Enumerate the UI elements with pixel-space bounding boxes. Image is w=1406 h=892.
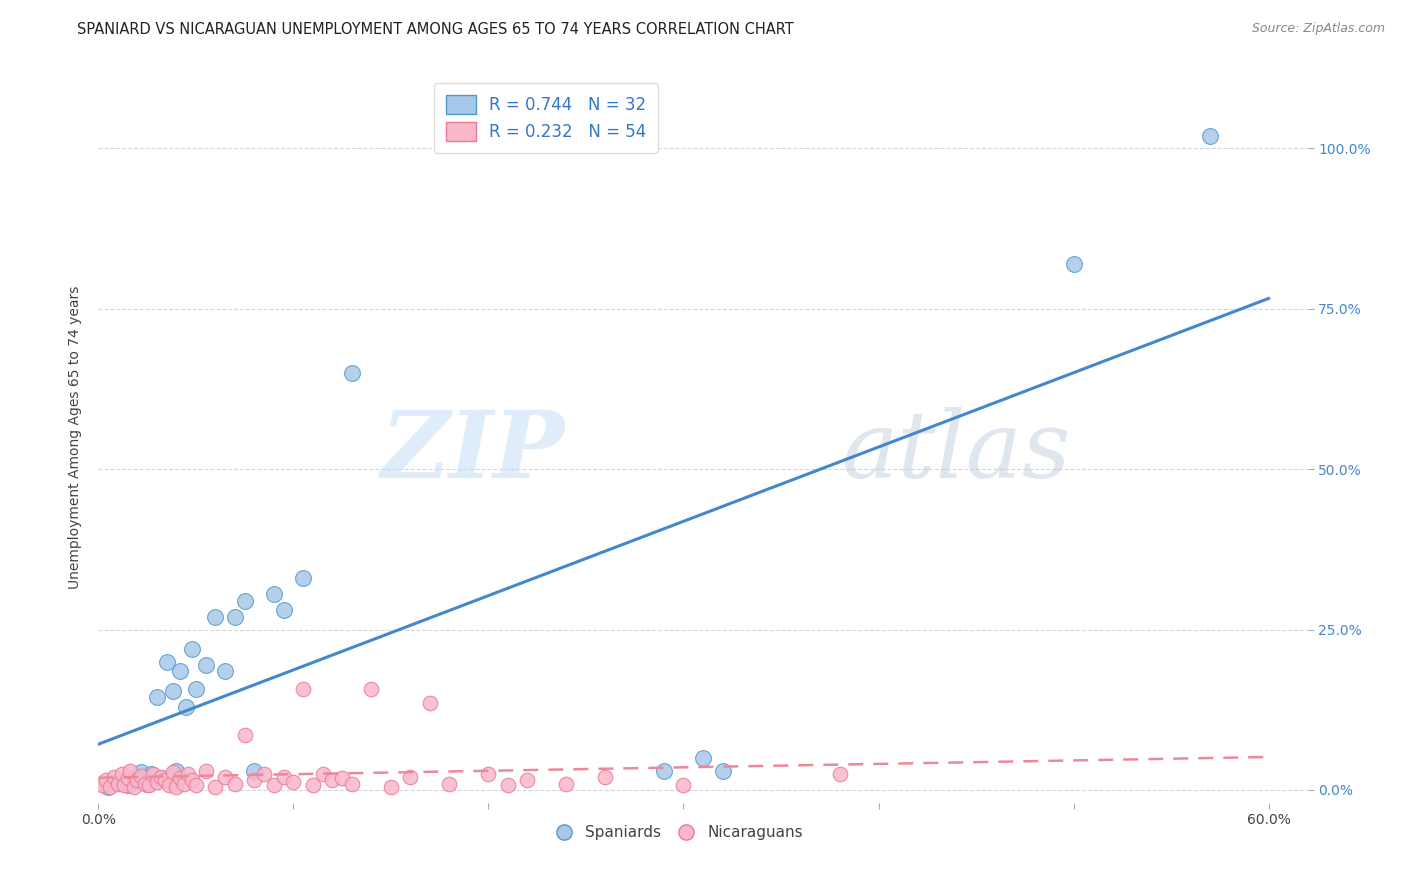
Point — [340, 366, 363, 380]
Point — [1063, 257, 1085, 271]
Point — [91, 778, 114, 792]
Point — [181, 773, 204, 788]
Point — [142, 767, 165, 781]
Point — [122, 773, 145, 788]
Point — [107, 776, 129, 790]
Point — [292, 681, 315, 696]
Point — [134, 776, 156, 790]
Point — [312, 767, 335, 781]
Point — [555, 776, 578, 790]
Point — [139, 767, 162, 781]
Point — [194, 764, 217, 778]
Text: SPANIARD VS NICARAGUAN UNEMPLOYMENT AMONG AGES 65 TO 74 YEARS CORRELATION CHART: SPANIARD VS NICARAGUAN UNEMPLOYMENT AMON… — [77, 22, 794, 37]
Point — [321, 773, 343, 788]
Point — [149, 772, 172, 786]
Point — [174, 699, 197, 714]
Point — [131, 769, 153, 783]
Point — [136, 776, 159, 790]
Point — [111, 767, 134, 781]
Point — [496, 778, 519, 792]
Text: Source: ZipAtlas.com: Source: ZipAtlas.com — [1251, 22, 1385, 36]
Point — [292, 571, 315, 585]
Point — [131, 764, 153, 779]
Point — [169, 772, 191, 786]
Point — [96, 773, 118, 788]
Point — [340, 776, 363, 790]
Y-axis label: Unemployment Among Ages 65 to 74 years: Unemployment Among Ages 65 to 74 years — [69, 285, 83, 589]
Point — [243, 773, 266, 788]
Point — [204, 780, 226, 794]
Point — [360, 681, 382, 696]
Point — [103, 770, 125, 784]
Point — [224, 609, 246, 624]
Legend: Spaniards, Nicaraguans: Spaniards, Nicaraguans — [548, 819, 808, 847]
Point — [177, 767, 200, 781]
Point — [692, 751, 714, 765]
Point — [156, 655, 179, 669]
Point — [146, 690, 169, 704]
Point — [595, 770, 617, 784]
Point — [380, 780, 402, 794]
Text: atlas: atlas — [842, 407, 1071, 497]
Point — [233, 593, 256, 607]
Point — [253, 767, 276, 781]
Point — [98, 780, 121, 794]
Point — [157, 778, 180, 792]
Point — [149, 770, 172, 784]
Point — [153, 773, 176, 788]
Point — [162, 683, 184, 698]
Point — [302, 778, 325, 792]
Point — [439, 776, 461, 790]
Point — [184, 778, 207, 792]
Point — [263, 778, 285, 792]
Point — [194, 657, 217, 672]
Point — [273, 603, 295, 617]
Point — [330, 772, 353, 786]
Point — [165, 780, 187, 794]
Point — [181, 641, 204, 656]
Point — [1199, 128, 1222, 143]
Point — [122, 780, 145, 794]
Point — [516, 773, 538, 788]
Point — [97, 780, 120, 794]
Point — [711, 764, 734, 778]
Point — [173, 776, 195, 790]
Point — [233, 728, 256, 742]
Point — [146, 775, 169, 789]
Point — [263, 587, 285, 601]
Text: ZIP: ZIP — [380, 407, 564, 497]
Point — [117, 772, 139, 786]
Point — [127, 773, 149, 788]
Point — [419, 697, 441, 711]
Point — [118, 764, 141, 778]
Point — [117, 778, 139, 792]
Point — [243, 764, 266, 778]
Point — [828, 767, 851, 781]
Point — [273, 770, 295, 784]
Point — [204, 609, 226, 624]
Point — [184, 681, 207, 696]
Point — [165, 764, 187, 778]
Point — [214, 665, 236, 679]
Point — [672, 778, 695, 792]
Point — [169, 665, 191, 679]
Point — [477, 767, 499, 781]
Point — [214, 770, 236, 784]
Point — [652, 764, 675, 778]
Point — [107, 775, 129, 789]
Point — [112, 778, 135, 792]
Point — [162, 764, 184, 779]
Point — [138, 778, 160, 792]
Point — [224, 776, 246, 790]
Point — [283, 775, 305, 789]
Point — [127, 770, 149, 784]
Point — [399, 770, 422, 784]
